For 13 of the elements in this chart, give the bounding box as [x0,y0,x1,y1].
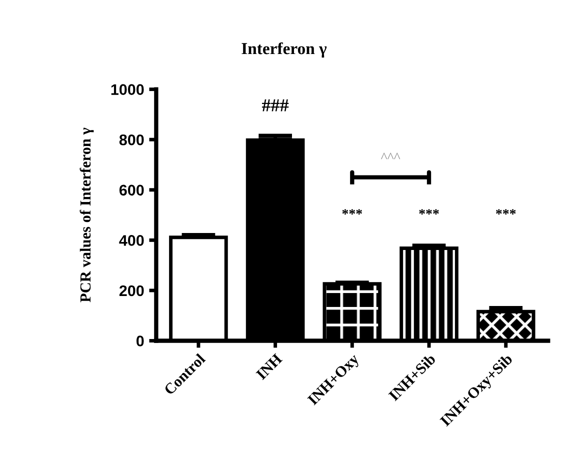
annotation: *** [342,209,362,214]
y-tick-label: 600 [119,184,144,196]
y-tick-label: 400 [119,235,144,246]
y-tick-label: 800 [119,134,144,146]
y-tick-label: 0 [136,336,144,346]
annotation: ^^^ [381,152,400,160]
y-axis-title: PCR values of Interferon γ [80,128,94,302]
annotation: *** [496,209,516,214]
annotation: ### [262,99,289,112]
y-tick-label: 200 [119,285,144,296]
y-tick-label: 1000 [111,84,144,95]
chart-title: Interferon γ [242,42,327,58]
annotation: *** [419,209,439,214]
